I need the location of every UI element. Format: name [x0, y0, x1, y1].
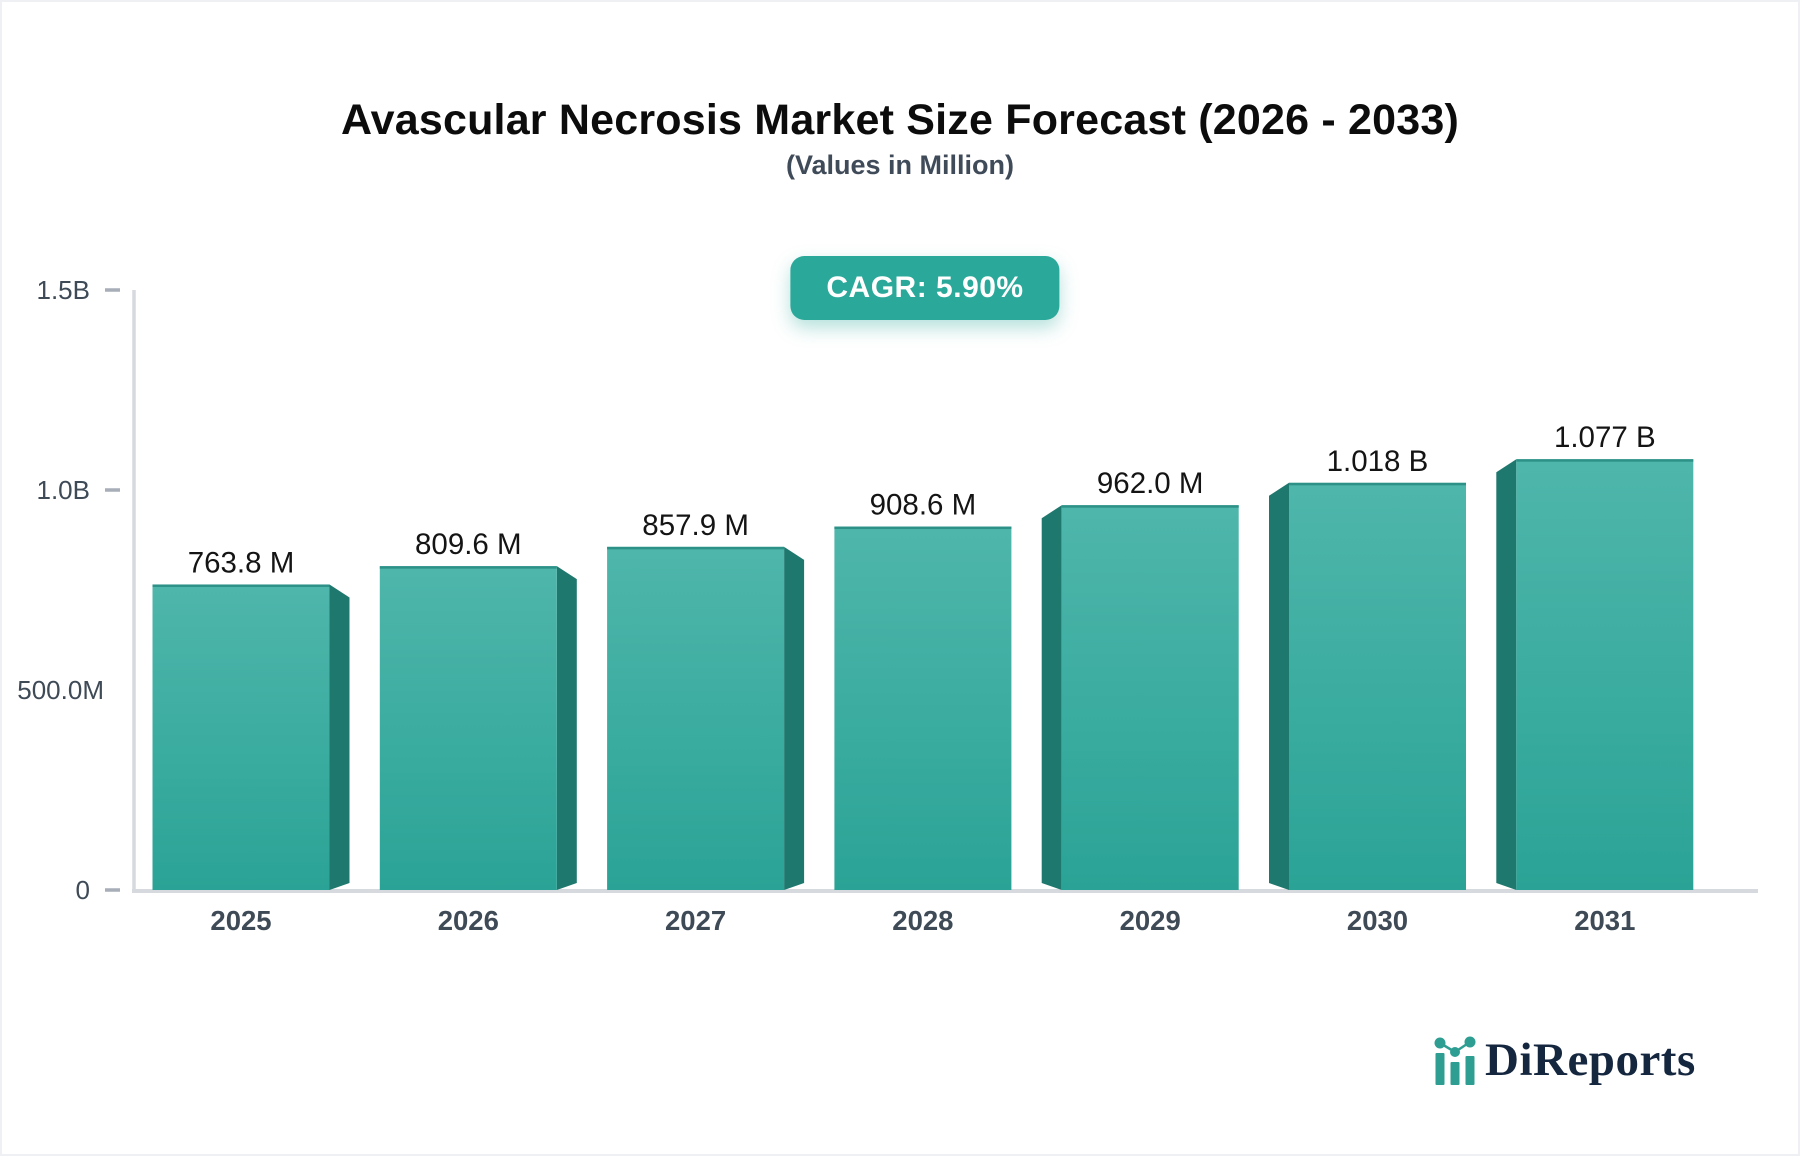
bar-top-edge	[834, 526, 1012, 530]
x-axis-label: 2029	[1120, 905, 1181, 936]
bar-line-chart-icon	[1434, 1036, 1476, 1085]
y-axis-label: 1.0B	[37, 475, 91, 505]
y-axis-label: 500.0M	[17, 675, 104, 705]
x-axis-label: 2027	[665, 905, 726, 936]
x-axis-label: 2030	[1347, 905, 1408, 936]
bar-side-face	[784, 546, 805, 890]
cagr-badge: CAGR: 5.90%	[790, 256, 1060, 320]
x-axis-label: 2028	[892, 905, 953, 936]
x-axis-label: 2025	[210, 905, 271, 936]
bar-side-face	[1269, 482, 1289, 890]
page-title: Avascular Necrosis Market Size Forecast …	[340, 96, 1460, 144]
y-axis-label: 1.5B	[37, 275, 91, 305]
bar-2025[interactable]	[152, 584, 330, 890]
bar-top-edge	[607, 546, 785, 550]
y-axis-label: 0	[76, 875, 90, 905]
bar-value-label: 809.6 M	[415, 528, 522, 561]
direports-logo: DiReports	[1434, 1032, 1696, 1086]
bar-side-face	[1496, 459, 1517, 890]
bar-2028[interactable]	[834, 526, 1012, 890]
bar-2029[interactable]	[1061, 505, 1239, 890]
bar-side-face	[1041, 505, 1062, 890]
bar-value-label: 857.9 M	[642, 509, 749, 542]
bar-value-label: 1.077 B	[1554, 421, 1656, 454]
bar-top-edge	[379, 566, 557, 569]
bar-top-edge	[1289, 482, 1466, 486]
bar-top-edge	[1516, 459, 1694, 462]
bar-top-edge	[1061, 505, 1239, 508]
bar-2027[interactable]	[607, 546, 785, 890]
bar-value-label: 908.6 M	[870, 489, 977, 522]
bar-top-edge	[152, 584, 330, 587]
bar-2030[interactable]	[1289, 482, 1466, 890]
x-axis-label: 2031	[1574, 905, 1635, 936]
bar-value-label: 763.8 M	[188, 546, 295, 579]
bar-value-label: 962.0 M	[1097, 467, 1204, 500]
bar-side-face	[556, 566, 577, 890]
chart-subtitle: (Values in Million)	[785, 150, 1015, 180]
bar-side-face	[329, 584, 350, 890]
logo-text: DiReports	[1485, 1034, 1696, 1086]
bar-2026[interactable]	[379, 566, 557, 890]
bar-2031[interactable]	[1516, 459, 1694, 890]
x-axis-label: 2026	[438, 905, 499, 936]
bar-value-label: 1.018 B	[1327, 445, 1429, 478]
